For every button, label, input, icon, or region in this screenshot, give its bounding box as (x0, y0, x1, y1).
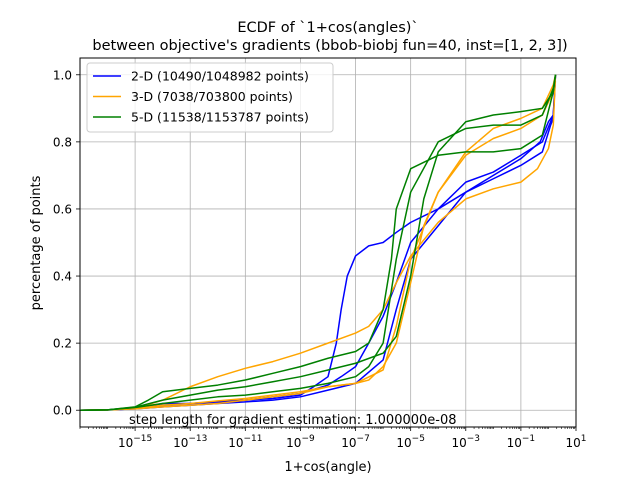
x-tick-label-8: 101 (565, 434, 586, 450)
y-tick-label-0: 0.0 (53, 404, 72, 418)
chart-title-line-1: ECDF of `1+cos(angles)` (237, 20, 418, 36)
y-axis-label: percentage of points (29, 175, 44, 310)
series-2-curve-1 (79, 74, 557, 411)
legend-box (86, 62, 334, 133)
x-tick-label-4: 10−7 (341, 434, 370, 450)
y-axis-ticks: 0.0 0.2 0.4 0.6 0.8 1.0 (53, 68, 80, 418)
legend-label-0: 2-D (10490/1048982 points) (131, 69, 309, 84)
series-curves (79, 74, 557, 411)
chart-title-line-2: between objective's gradients (bbob-biob… (92, 38, 567, 54)
x-tick-label-5: 10−5 (396, 434, 425, 450)
series-0-curve-0 (79, 74, 557, 411)
series-2-curve-0 (79, 74, 557, 411)
series-1-curve-0 (79, 74, 557, 411)
x-tick-label-6: 10−3 (451, 434, 480, 450)
y-tick-label-2: 0.4 (53, 270, 72, 284)
x-tick-label-3: 10−9 (286, 434, 315, 450)
legend: 2-D (10490/1048982 points) 3-D (7038/7038… (86, 62, 334, 133)
y-tick-label-1: 0.2 (53, 337, 72, 351)
series-2-curve-2 (79, 74, 557, 411)
y-tick-label-3: 0.6 (53, 202, 72, 216)
step-length-annotation: step length for gradient estimation: 1.0… (129, 413, 457, 428)
y-tick-label-4: 0.8 (53, 135, 72, 149)
legend-label-2: 5-D (11538/1153787 points) (131, 110, 309, 125)
x-tick-label-1: 10−13 (173, 434, 207, 450)
y-tick-label-5: 1.0 (53, 68, 72, 82)
legend-label-1: 3-D (7038/703800 points) (131, 89, 293, 104)
x-tick-label-0: 10−15 (118, 434, 152, 450)
x-axis-label: 1+cos(angle) (284, 460, 371, 475)
x-tick-label-7: 10−1 (507, 434, 536, 450)
x-tick-label-2: 10−11 (228, 434, 262, 450)
x-axis-ticks: 10−15 10−13 10−11 10−9 10−7 10−5 10−3 10−1 101 (79, 427, 587, 450)
